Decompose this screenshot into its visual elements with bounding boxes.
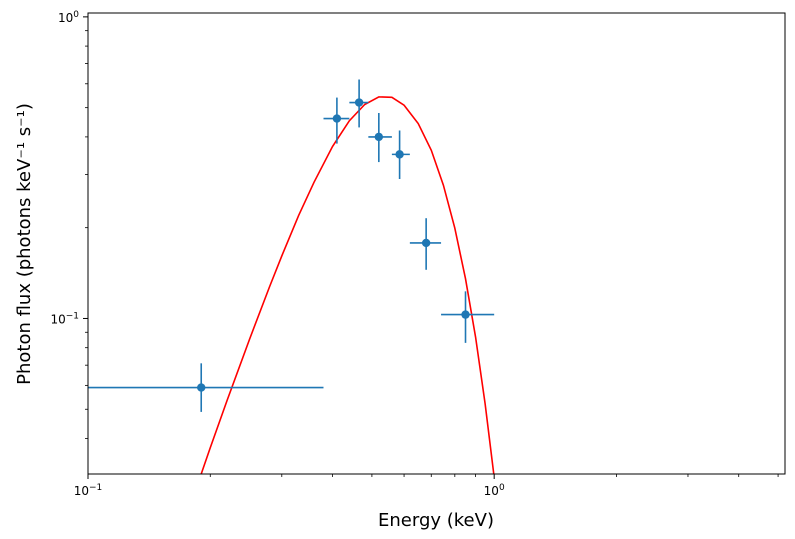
data-point: [332, 114, 342, 123]
data-point: [461, 310, 470, 319]
data-point-group: [323, 97, 350, 144]
data-point-group: [441, 291, 495, 343]
model-curve: [200, 96, 495, 474]
data-point-group: [349, 79, 369, 128]
axes-frame: [87, 12, 786, 475]
data-point: [197, 383, 206, 392]
x-tick-label: 10−1: [74, 483, 103, 498]
data-point: [421, 238, 431, 248]
data-point-group: [409, 218, 442, 270]
data-point: [354, 98, 364, 107]
data-point-group: [88, 363, 324, 412]
data-point: [395, 150, 404, 159]
data-point: [374, 132, 384, 142]
data-point-group: [391, 130, 410, 180]
y-tick-label: 10−1: [50, 311, 79, 326]
y-tick-label: 100: [58, 10, 79, 25]
x-tick-label: 100: [484, 483, 505, 498]
plot-area: [88, 79, 495, 474]
data-point-group: [368, 113, 392, 163]
y-axis-label: Photon flux (photons keV⁻¹ s⁻¹): [14, 103, 35, 385]
x-axis-label: Energy (keV): [378, 510, 494, 531]
ticks: 10−1 100 10−1 100: [50, 10, 779, 498]
